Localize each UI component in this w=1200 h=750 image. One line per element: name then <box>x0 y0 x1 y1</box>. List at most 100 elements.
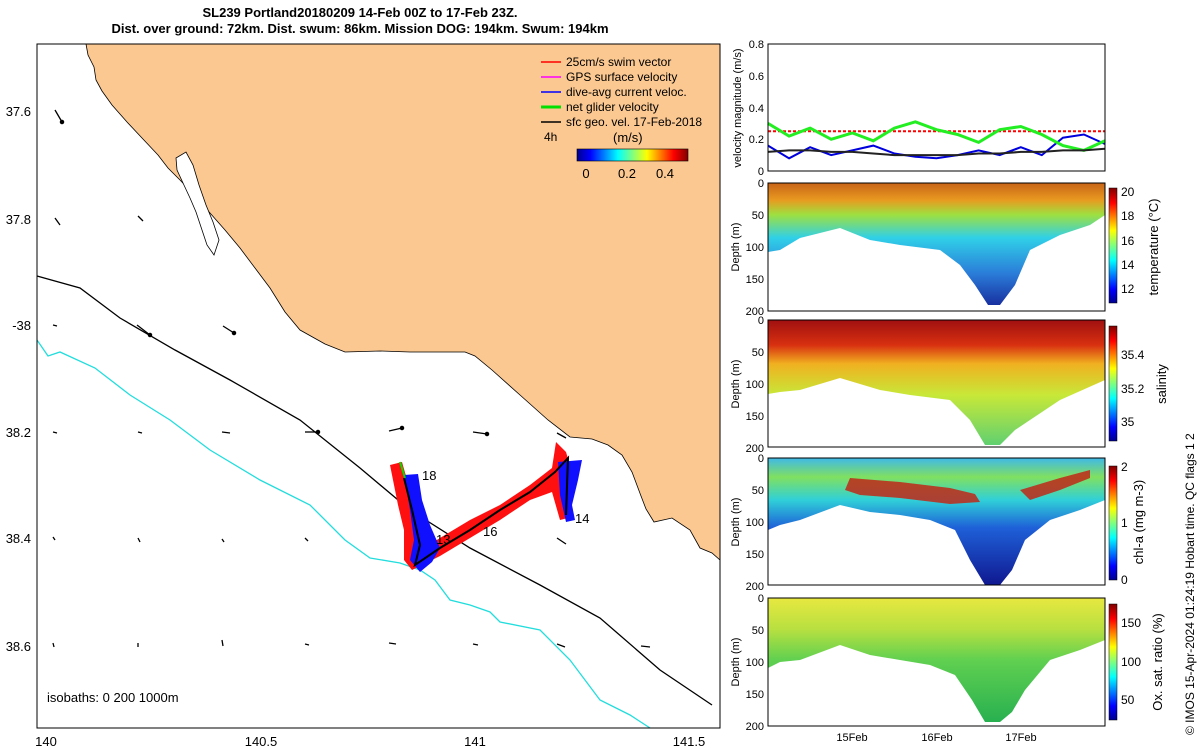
vel-ytick: 0 <box>758 166 764 178</box>
time-tick: 15Feb <box>836 732 867 744</box>
day-label-16: 16 <box>483 524 497 539</box>
temperature-yticks: 0 50 100 150 200 <box>746 178 764 318</box>
chla-section <box>768 458 1105 585</box>
ytick: 100 <box>746 379 764 391</box>
title-line-1: SL239 Portland20180209 14-Feb 00Z to 17-… <box>202 5 518 20</box>
lon-tick: 141 <box>464 734 486 749</box>
map-lat-ticks: 37.6 37.8 -38 38.2 38.4 38.6 <box>6 104 31 654</box>
salinity-section <box>768 320 1105 445</box>
cbar-tick: 50 <box>1121 693 1135 707</box>
ytick: 200 <box>746 443 764 455</box>
cbar-tick: 35 <box>1121 415 1135 429</box>
time-label: 4h <box>544 130 557 144</box>
velocity-panel: 0 0.2 0.4 0.6 0.8 velocity magnitude (m/… <box>732 39 1106 178</box>
map-land <box>85 43 721 561</box>
lon-tick: 140.5 <box>245 734 278 749</box>
salinity-colorbar <box>1108 325 1118 442</box>
chla-ylabel: Depth (m) <box>730 498 742 547</box>
cbar-tick: 100 <box>1121 655 1141 669</box>
salinity-frame <box>767 319 1106 448</box>
oxygen-ylabel: Depth (m) <box>730 638 742 687</box>
cbar-tick: 20 <box>1121 185 1135 199</box>
lat-tick: -38 <box>12 318 31 333</box>
chla-yticks: 0 50 100 150 200 <box>746 453 764 593</box>
velocity-yticks: 0 0.2 0.4 0.6 0.8 <box>749 39 764 178</box>
chla-colorbar <box>1108 465 1118 581</box>
ytick: 150 <box>746 689 764 701</box>
map-frame <box>36 43 721 729</box>
ytick: 100 <box>746 517 764 529</box>
map-colorbar <box>576 148 689 162</box>
glider-track <box>390 442 582 572</box>
colorbar-tick: 0.4 <box>656 166 674 181</box>
oxygen-yticks: 0 50 100 150 200 <box>746 593 764 733</box>
ytick: 50 <box>752 210 764 222</box>
oxygen-colorbar <box>1108 603 1118 721</box>
legend-label: GPS surface velocity <box>566 70 677 84</box>
colorbar-unit: (m/s) <box>613 130 643 145</box>
velocity-ylabel: velocity magnitude (m/s) <box>732 48 744 167</box>
chla-frame <box>767 457 1106 586</box>
vel-ytick: 0.2 <box>749 134 764 146</box>
ytick: 150 <box>746 274 764 286</box>
velocity-series-line <box>767 147 1106 157</box>
day-label-14: 14 <box>575 511 589 526</box>
legend-label: net glider velocity <box>566 100 659 114</box>
lat-tick: 38.4 <box>6 531 31 546</box>
cbar-tick: 2 <box>1121 460 1128 474</box>
oxygen-panel: 0 50 100 150 200 Depth (m) 50 100 150 Ox… <box>730 593 1165 744</box>
ytick: 150 <box>746 549 764 561</box>
colorbar-tick: 0.2 <box>618 166 636 181</box>
cbar-tick: 35.4 <box>1121 348 1145 362</box>
lon-tick: 141.5 <box>673 734 706 749</box>
lon-tick: 140 <box>35 734 57 749</box>
isobaths-label: isobaths: 0 200 1000m <box>47 690 179 705</box>
lat-tick: 38.2 <box>6 425 31 440</box>
temperature-cbar-label: temperature (°C) <box>1146 199 1161 296</box>
time-tick: 17Feb <box>1005 732 1036 744</box>
cbar-tick: 12 <box>1121 282 1135 296</box>
ytick: 150 <box>746 411 764 423</box>
velocity-series-line <box>767 133 1106 160</box>
oxygen-section <box>768 598 1105 722</box>
oxygen-cbar-ticks: 50 100 150 <box>1121 616 1141 707</box>
cbar-tick: 14 <box>1121 258 1135 272</box>
salinity-panel: 0 50 100 150 200 Depth (m) 35 35.2 35.4 … <box>730 315 1169 455</box>
oxygen-cbar-label: Ox. sat. ratio (%) <box>1150 613 1165 711</box>
temperature-frame <box>767 182 1106 312</box>
temperature-cbar-ticks: 12 14 16 18 20 <box>1121 185 1135 296</box>
day-label-13: 13 <box>436 532 450 547</box>
vel-ytick: 0.8 <box>749 39 764 51</box>
ytick: 0 <box>758 178 764 190</box>
cbar-tick: 150 <box>1121 616 1141 630</box>
sfc-vector-field <box>52 109 651 648</box>
map-panel: 18 14 16 13 37.6 37.8 -38 38.2 38.4 38.6… <box>6 43 721 749</box>
lat-tick: 37.6 <box>6 104 31 119</box>
ytick: 100 <box>746 242 764 254</box>
ytick: 200 <box>746 721 764 733</box>
chla-cbar-ticks: 0 1 2 <box>1121 460 1128 587</box>
day-label-18: 18 <box>422 468 436 483</box>
ytick: 50 <box>752 485 764 497</box>
salinity-ylabel: Depth (m) <box>730 360 742 409</box>
cbar-tick: 16 <box>1121 234 1135 248</box>
time-tick: 16Feb <box>921 732 952 744</box>
legend-label: sfc geo. vel. 17-Feb-2018 <box>566 115 702 129</box>
velocity-series-line <box>767 120 1106 152</box>
cbar-tick: 1 <box>1121 516 1128 530</box>
net-glider-segment <box>399 461 406 479</box>
ytick: 0 <box>758 453 764 465</box>
map-lon-ticks: 140 140.5 141 141.5 <box>35 734 705 749</box>
temperature-colorbar <box>1108 187 1118 304</box>
oxygen-frame <box>767 597 1106 727</box>
vel-ytick: 0.6 <box>749 71 764 83</box>
chla-maximum-layer <box>845 470 1090 504</box>
swim-vector-band <box>390 442 572 570</box>
figure-title: SL239 Portland20180209 14-Feb 00Z to 17-… <box>0 5 720 37</box>
map-island <box>175 151 220 256</box>
ytick: 0 <box>758 593 764 605</box>
salinity-cbar-label: salinity <box>1154 364 1169 404</box>
ytick: 200 <box>746 581 764 593</box>
temperature-ylabel: Depth (m) <box>730 223 742 272</box>
